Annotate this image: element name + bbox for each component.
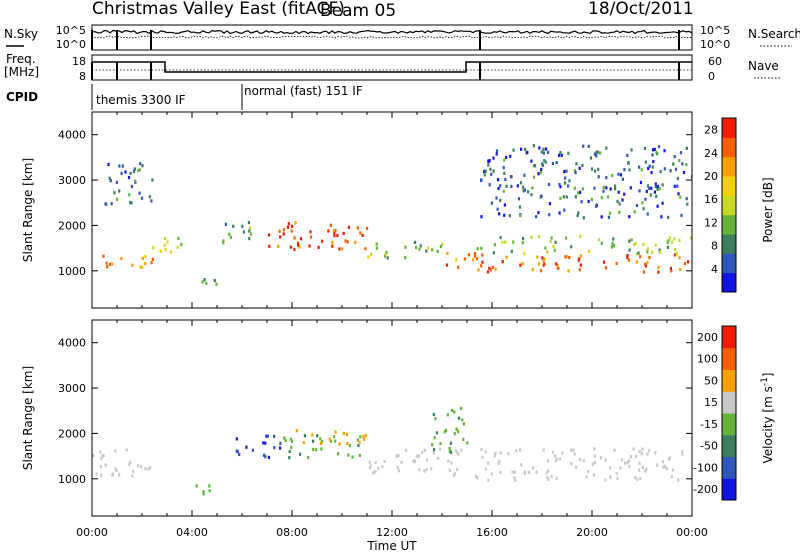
colorbar-swatch — [722, 253, 736, 274]
velocity-echo-region — [295, 429, 368, 446]
colorbar-tick-label: -50 — [700, 440, 718, 453]
y-tick-label: 4000 — [58, 129, 86, 142]
freq-unit: [MHz] — [4, 65, 39, 79]
colorbar-tick-label: 12 — [704, 216, 718, 229]
colorbar-tick-label: 24 — [704, 147, 718, 160]
power-echo-region — [476, 253, 690, 274]
nsky-label: N.Sky — [4, 27, 38, 41]
cpid-mode-1: themis 3300 IF — [96, 93, 186, 107]
power-panel: 1000 2000 3000 4000 Slant Range [km] 4 8 12 16… — [21, 111, 775, 309]
x-tick-label: 00:00 — [676, 526, 708, 539]
velocity-echo-region — [368, 447, 463, 477]
colorbar-swatch — [722, 326, 736, 349]
nsky-tick-top: 10^5 — [56, 24, 86, 37]
colorbar-swatch — [722, 176, 736, 196]
y-tick-label: 2000 — [58, 219, 86, 232]
colorbar-tick-label: 4 — [711, 263, 718, 276]
nsky-tick-bottom: 10^0 — [56, 38, 86, 51]
beam-title: Beam 05 — [320, 1, 396, 21]
power-echo-region — [201, 278, 218, 286]
y-tick-label: 2000 — [58, 427, 86, 440]
x-axis-label: Time UT — [366, 539, 417, 553]
velocity-colorbar-label: Velocity [m s-1] — [760, 373, 775, 464]
x-tick-label: 00:00 — [76, 526, 108, 539]
colorbar-swatch — [722, 214, 736, 235]
x-tick-label: 08:00 — [276, 526, 308, 539]
power-echo-region — [480, 144, 692, 220]
nave-label: Nave — [748, 59, 779, 73]
nsearch-label: N.Search — [748, 27, 800, 41]
colorbar-swatch — [722, 195, 736, 216]
nsky-trace — [91, 29, 693, 35]
x-tick-label: 20:00 — [576, 526, 608, 539]
nave-tick-bottom: 0 — [708, 70, 715, 83]
colorbar-swatch — [722, 137, 736, 158]
colorbar-tick-label: 200 — [697, 331, 718, 344]
velocity-echo-region — [92, 448, 152, 478]
freq-tick-bottom: 8 — [79, 70, 86, 83]
x-tick-label: 12:00 — [376, 526, 408, 539]
colorbar-swatch — [722, 391, 736, 414]
power-echo-region — [104, 162, 154, 206]
x-tick-label: 04:00 — [176, 526, 208, 539]
velocity-ylabel: Slant Range [km] — [21, 366, 35, 470]
cpid-mode-2: normal (fast) 151 IF — [244, 84, 363, 98]
colorbar-tick-label: 8 — [711, 240, 718, 253]
colorbar-tick-label: -15 — [700, 418, 718, 431]
nsearch-tick-top: 10^5 — [700, 24, 730, 37]
colorbar-tick-label: 16 — [704, 193, 718, 206]
y-tick-label: 3000 — [58, 382, 86, 395]
colorbar-swatch — [722, 456, 736, 479]
colorbar-tick-label: 50 — [704, 374, 718, 387]
colorbar-swatch — [722, 118, 736, 138]
power-echo-region — [102, 254, 154, 269]
y-tick-label: 1000 — [58, 473, 86, 486]
freq-label: Freq. — [6, 52, 36, 66]
velocity-echo-region — [431, 406, 469, 454]
colorbar-swatch — [722, 434, 736, 457]
velocity-echo-region — [474, 447, 692, 482]
colorbar-tick-label: -200 — [693, 483, 718, 496]
cpid-label: CPID — [6, 90, 38, 104]
power-ylabel: Slant Range [km] — [21, 158, 35, 262]
freq-strip: Freq. [MHz] 18 8 60 0 Nave — [4, 52, 780, 83]
nsearch-trace — [91, 35, 692, 39]
date-title: 18/Oct/2011 — [588, 0, 694, 19]
freq-tick-top: 18 — [72, 55, 86, 68]
colorbar-swatch — [722, 234, 736, 254]
station-title: Christmas Valley East (fitACF) — [92, 0, 345, 19]
power-echo-region — [152, 236, 183, 254]
x-tick-label: 16:00 — [476, 526, 508, 539]
nsearch-tick-bottom: 10^0 — [700, 38, 730, 51]
velocity-echo-region — [235, 434, 282, 459]
colorbar-swatch — [722, 478, 736, 501]
velocity-echo-region — [195, 484, 211, 496]
colorbar-swatch — [722, 156, 736, 177]
nave-tick-top: 60 — [708, 55, 722, 68]
power-echo-region — [445, 251, 477, 269]
nsky-strip: N.Sky 10^5 10^0 10^5 10^0 N.Search — [4, 24, 800, 51]
colorbar-swatch — [722, 369, 736, 392]
power-colorbar-label: Power [dB] — [761, 177, 775, 242]
colorbar-tick-label: 28 — [704, 124, 718, 137]
cpid-strip: CPID themis 3300 IF normal (fast) 151 IF — [6, 84, 363, 110]
freq-trace — [92, 61, 692, 73]
power-echo-region — [267, 221, 369, 252]
colorbar-tick-label: -100 — [693, 461, 718, 474]
colorbar-tick-label: 20 — [704, 170, 718, 183]
y-tick-label: 3000 — [58, 174, 86, 187]
power-echo-region — [367, 240, 444, 260]
colorbar-swatch — [722, 413, 736, 436]
power-echo-region — [222, 221, 253, 245]
y-tick-label: 1000 — [58, 265, 86, 278]
colorbar-swatch — [722, 272, 736, 293]
power-echo-region — [476, 234, 692, 256]
colorbar-tick-label: 15 — [704, 396, 718, 409]
colorbar-tick-label: 100 — [697, 353, 718, 366]
y-tick-label: 4000 — [58, 337, 86, 350]
velocity-echo-region — [283, 434, 362, 460]
velocity-panel: 1000 2000 3000 4000 Slant Range [km] 200 100… — [21, 319, 775, 517]
colorbar-swatch — [722, 347, 736, 370]
